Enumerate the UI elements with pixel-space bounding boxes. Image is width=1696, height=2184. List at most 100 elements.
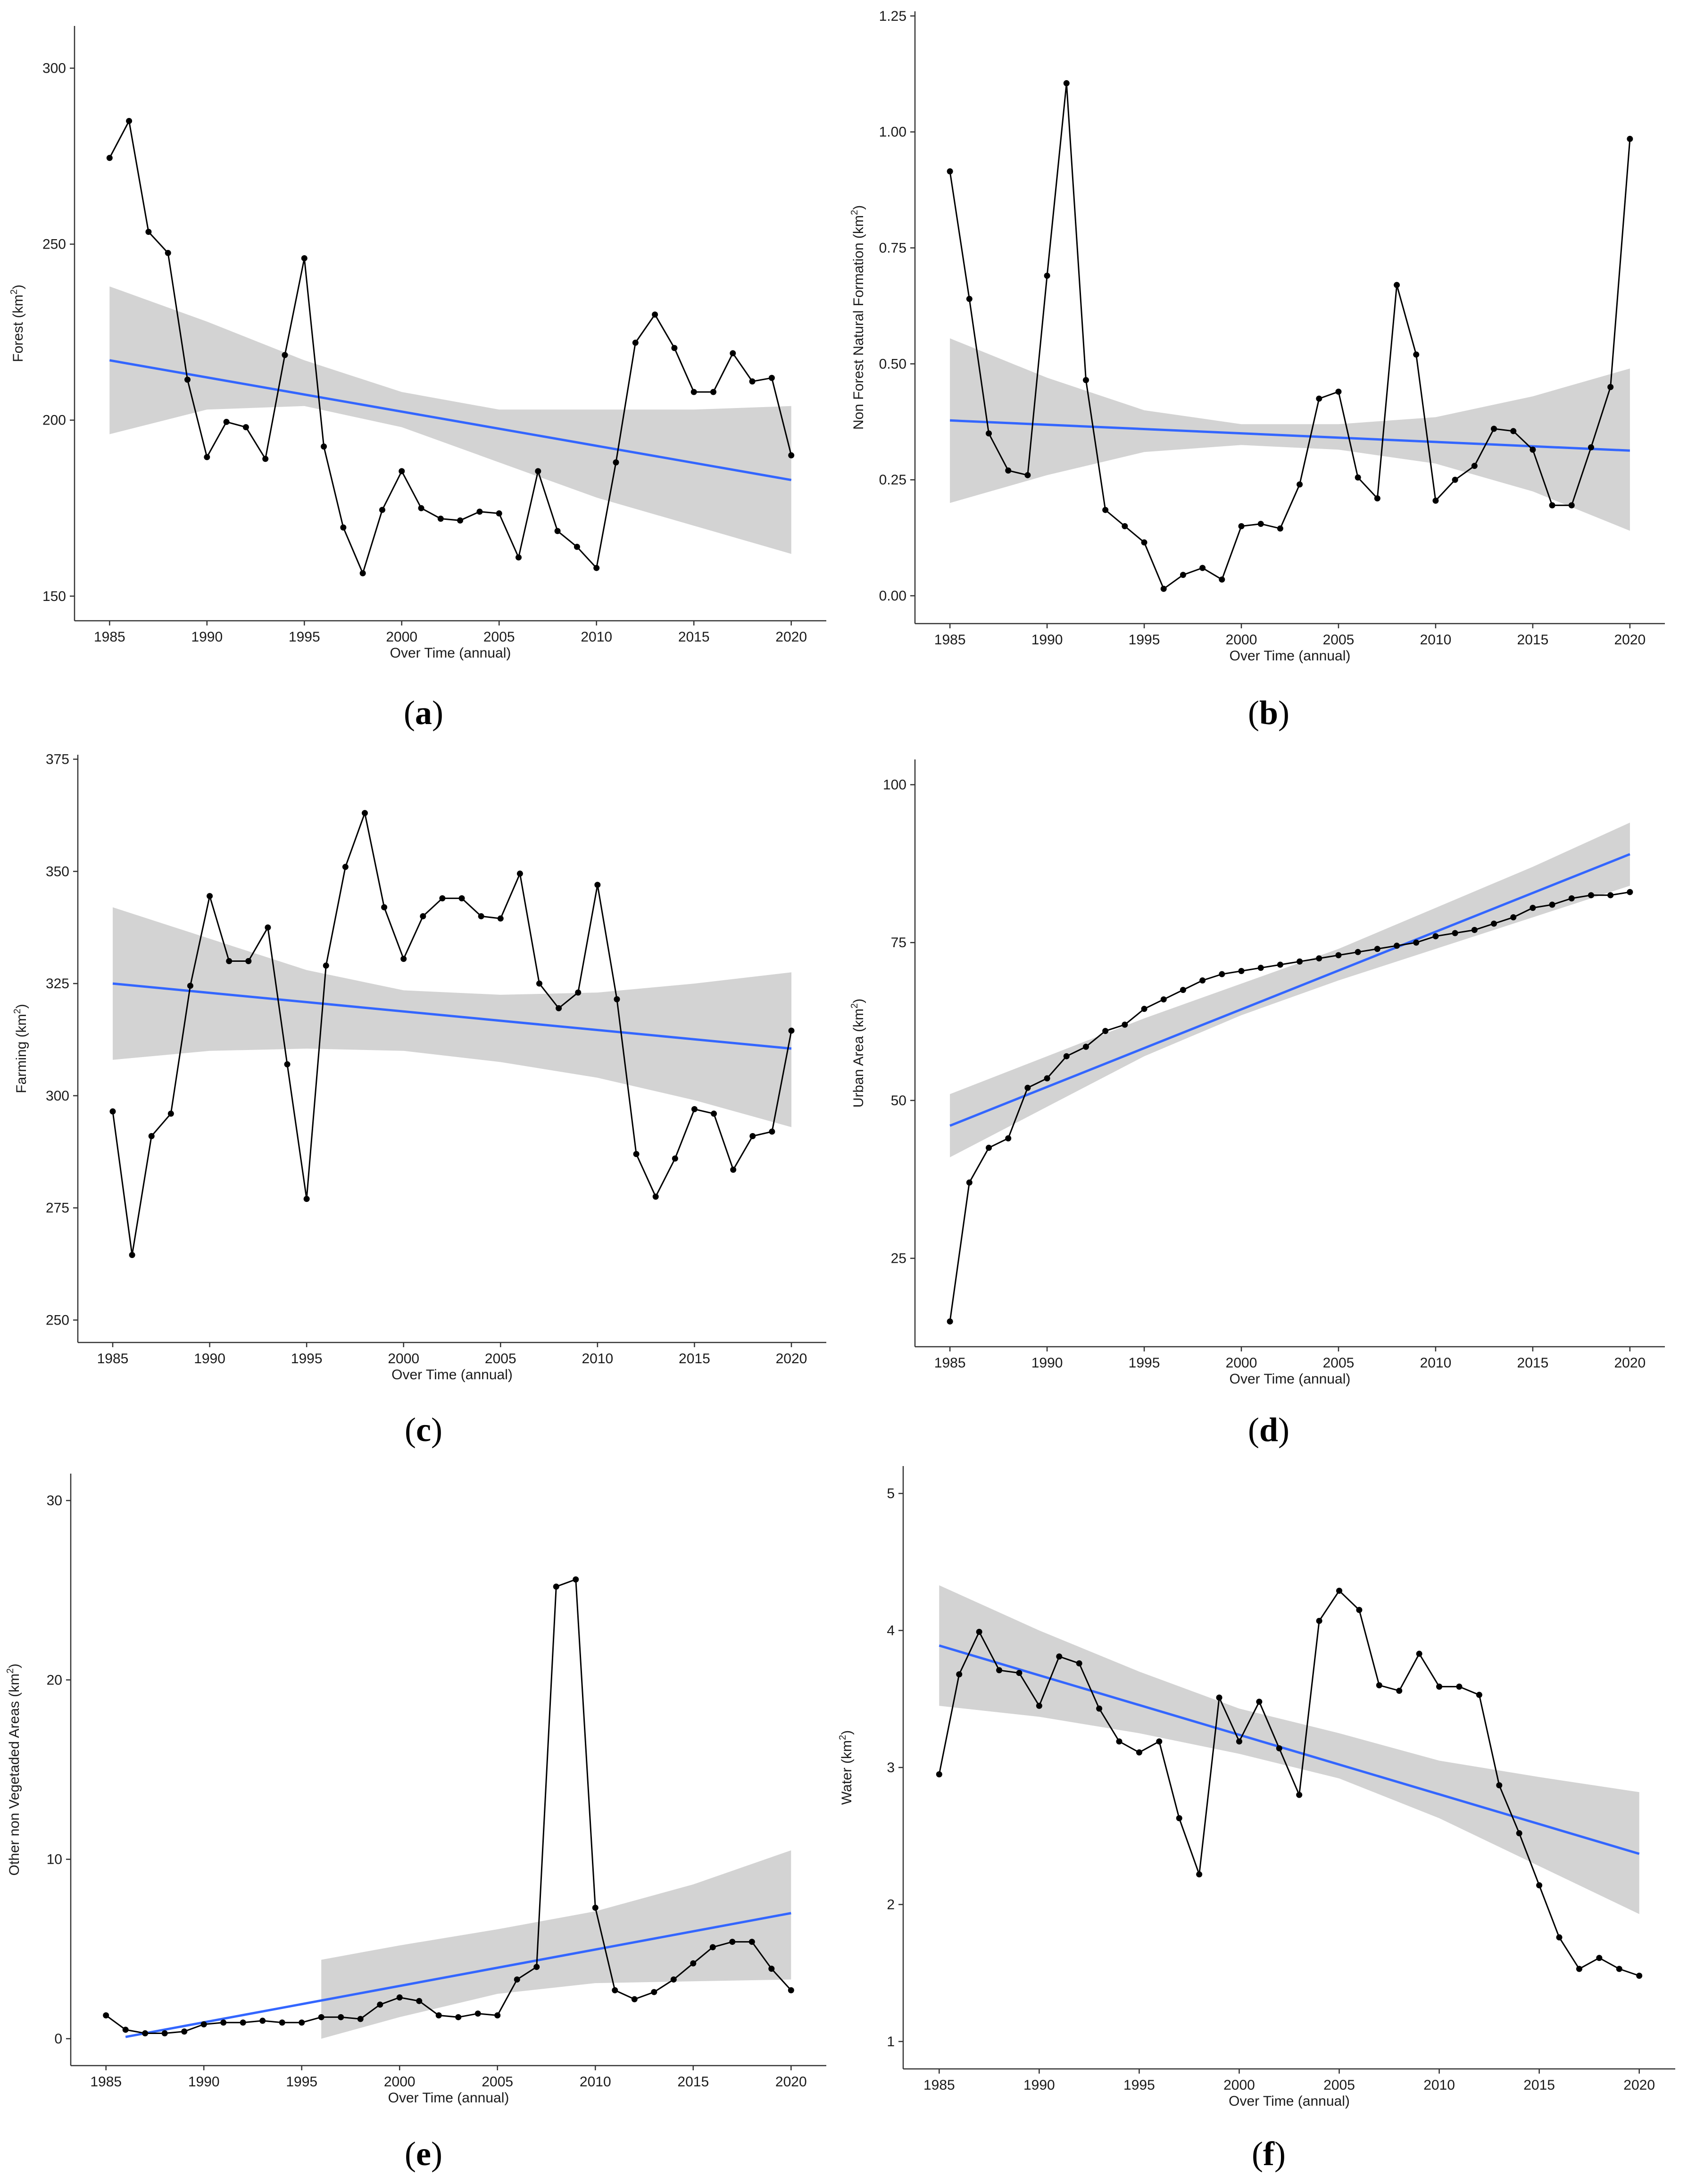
y-axis-title-c: Farming (km2) xyxy=(12,1004,29,1093)
data-point-f-2004 xyxy=(1316,1617,1322,1624)
data-point-c-2007 xyxy=(536,980,543,987)
data-point-b-2002 xyxy=(1277,525,1283,532)
y-tick-label-e-1: 10 xyxy=(47,1852,62,1867)
data-point-c-2012 xyxy=(633,1151,640,1158)
x-tick-label-b-2: 1995 xyxy=(1129,632,1160,648)
data-point-c-2013 xyxy=(652,1193,659,1200)
confidence-band-e xyxy=(321,1850,791,2039)
data-point-e-1994 xyxy=(279,2019,285,2026)
data-point-e-2006 xyxy=(514,1976,520,1983)
x-tick-label-c-7: 2020 xyxy=(776,1351,807,1367)
data-point-a-2020 xyxy=(788,452,795,458)
data-point-e-1986 xyxy=(122,2026,129,2033)
y-tick-label-d-0: 25 xyxy=(891,1251,906,1267)
data-point-a-1987 xyxy=(145,229,152,235)
x-tick-label-d-1: 1990 xyxy=(1031,1355,1063,1371)
x-tick-label-d-3: 2000 xyxy=(1226,1355,1257,1371)
y-tick-label-e-0: 0 xyxy=(54,2031,62,2047)
trend-line-c xyxy=(112,982,792,1050)
data-point-d-2006 xyxy=(1355,949,1361,955)
data-point-f-2011 xyxy=(1456,1684,1463,1690)
data-point-b-2018 xyxy=(1588,444,1594,450)
x-tick-label-c-6: 2015 xyxy=(679,1351,710,1367)
data-point-d-2000 xyxy=(1238,967,1245,974)
data-point-d-2015 xyxy=(1530,905,1536,911)
data-point-d-1992 xyxy=(1082,1043,1089,1050)
data-point-e-2004 xyxy=(474,2010,481,2017)
data-point-a-1994 xyxy=(282,352,288,358)
data-point-b-1985 xyxy=(947,168,953,175)
data-point-b-1989 xyxy=(1024,472,1031,478)
y-tick-label-a-0: 150 xyxy=(42,589,66,604)
x-tick-label-c-3: 2000 xyxy=(388,1351,419,1367)
x-axis-title-a: Over Time (annual) xyxy=(390,645,511,661)
data-point-d-2003 xyxy=(1297,958,1303,965)
data-point-b-2009 xyxy=(1413,351,1420,358)
y-tick-label-b-0: 0.00 xyxy=(879,588,906,604)
data-point-d-2008 xyxy=(1394,942,1400,949)
x-tick-label-e-6: 2015 xyxy=(677,2074,709,2090)
data-point-e-1988 xyxy=(161,2030,168,2037)
data-point-e-1997 xyxy=(338,2014,344,2020)
data-point-a-1990 xyxy=(204,454,210,460)
data-point-e-2005 xyxy=(494,2012,501,2019)
y-tick-label-f-2: 3 xyxy=(887,1760,895,1776)
data-point-c-2008 xyxy=(556,1005,562,1011)
data-point-f-1988 xyxy=(996,1667,1003,1674)
data-point-d-1993 xyxy=(1102,1028,1109,1034)
data-point-e-2002 xyxy=(435,2012,442,2019)
data-point-b-1992 xyxy=(1082,377,1089,383)
data-point-c-2009 xyxy=(575,989,582,996)
data-point-d-1986 xyxy=(966,1179,973,1186)
data-point-a-2013 xyxy=(652,311,658,318)
data-point-d-1998 xyxy=(1199,977,1206,984)
x-tick-label-b-4: 2005 xyxy=(1323,632,1355,648)
series-line-e xyxy=(105,1578,792,2034)
data-point-c-2016 xyxy=(711,1110,717,1117)
data-point-b-2007 xyxy=(1374,495,1380,501)
data-point-e-1989 xyxy=(181,2028,188,2035)
data-point-f-1985 xyxy=(936,1771,942,1778)
data-point-b-2010 xyxy=(1432,497,1439,504)
data-point-d-2011 xyxy=(1452,930,1458,936)
data-point-b-1991 xyxy=(1063,80,1070,86)
x-tick-label-f-1: 1990 xyxy=(1023,2077,1055,2093)
data-point-d-1996 xyxy=(1160,996,1167,1003)
data-point-f-2006 xyxy=(1356,1607,1363,1613)
data-point-c-2006 xyxy=(516,870,523,877)
data-point-c-2018 xyxy=(749,1133,756,1139)
data-point-b-2015 xyxy=(1530,446,1536,453)
x-axis-title-f: Over Time (annual) xyxy=(1229,2093,1350,2109)
data-point-c-2002 xyxy=(439,895,446,901)
y-tick-label-c-1: 275 xyxy=(46,1200,69,1216)
y-tick-label-c-4: 350 xyxy=(46,864,69,879)
y-axis-title-b: Non Forest Natural Formation (km2) xyxy=(849,205,866,430)
data-point-a-2009 xyxy=(574,543,580,550)
data-point-a-1996 xyxy=(321,443,327,450)
x-tick-label-a-4: 2005 xyxy=(483,629,515,645)
data-point-d-1985 xyxy=(947,1318,953,1325)
data-point-d-1991 xyxy=(1063,1053,1070,1059)
data-point-f-2018 xyxy=(1596,1955,1603,1961)
y-tick-label-c-2: 300 xyxy=(46,1088,69,1104)
panel-label-f: (f) xyxy=(1252,2135,1286,2173)
y-axis-title-a: Forest (km2) xyxy=(9,284,26,362)
x-tick-label-b-6: 2015 xyxy=(1517,632,1549,648)
data-point-e-2003 xyxy=(455,2014,462,2020)
data-point-d-1988 xyxy=(1005,1135,1012,1142)
data-point-d-1994 xyxy=(1122,1021,1128,1028)
data-point-b-2013 xyxy=(1491,425,1497,432)
data-point-b-2019 xyxy=(1607,384,1614,390)
data-point-f-1989 xyxy=(1016,1670,1023,1676)
data-point-a-2006 xyxy=(515,554,522,561)
data-point-b-2004 xyxy=(1316,395,1322,402)
data-point-d-2010 xyxy=(1432,933,1439,940)
data-point-f-1997 xyxy=(1176,1815,1182,1821)
y-tick-label-b-5: 1.25 xyxy=(879,8,906,24)
x-tick-label-f-6: 2015 xyxy=(1523,2077,1555,2093)
data-point-b-2017 xyxy=(1568,502,1575,508)
data-point-c-2004 xyxy=(478,913,484,919)
y-tick-label-d-2: 75 xyxy=(891,935,906,950)
data-point-f-2005 xyxy=(1336,1587,1343,1594)
data-point-a-2011 xyxy=(613,459,619,466)
